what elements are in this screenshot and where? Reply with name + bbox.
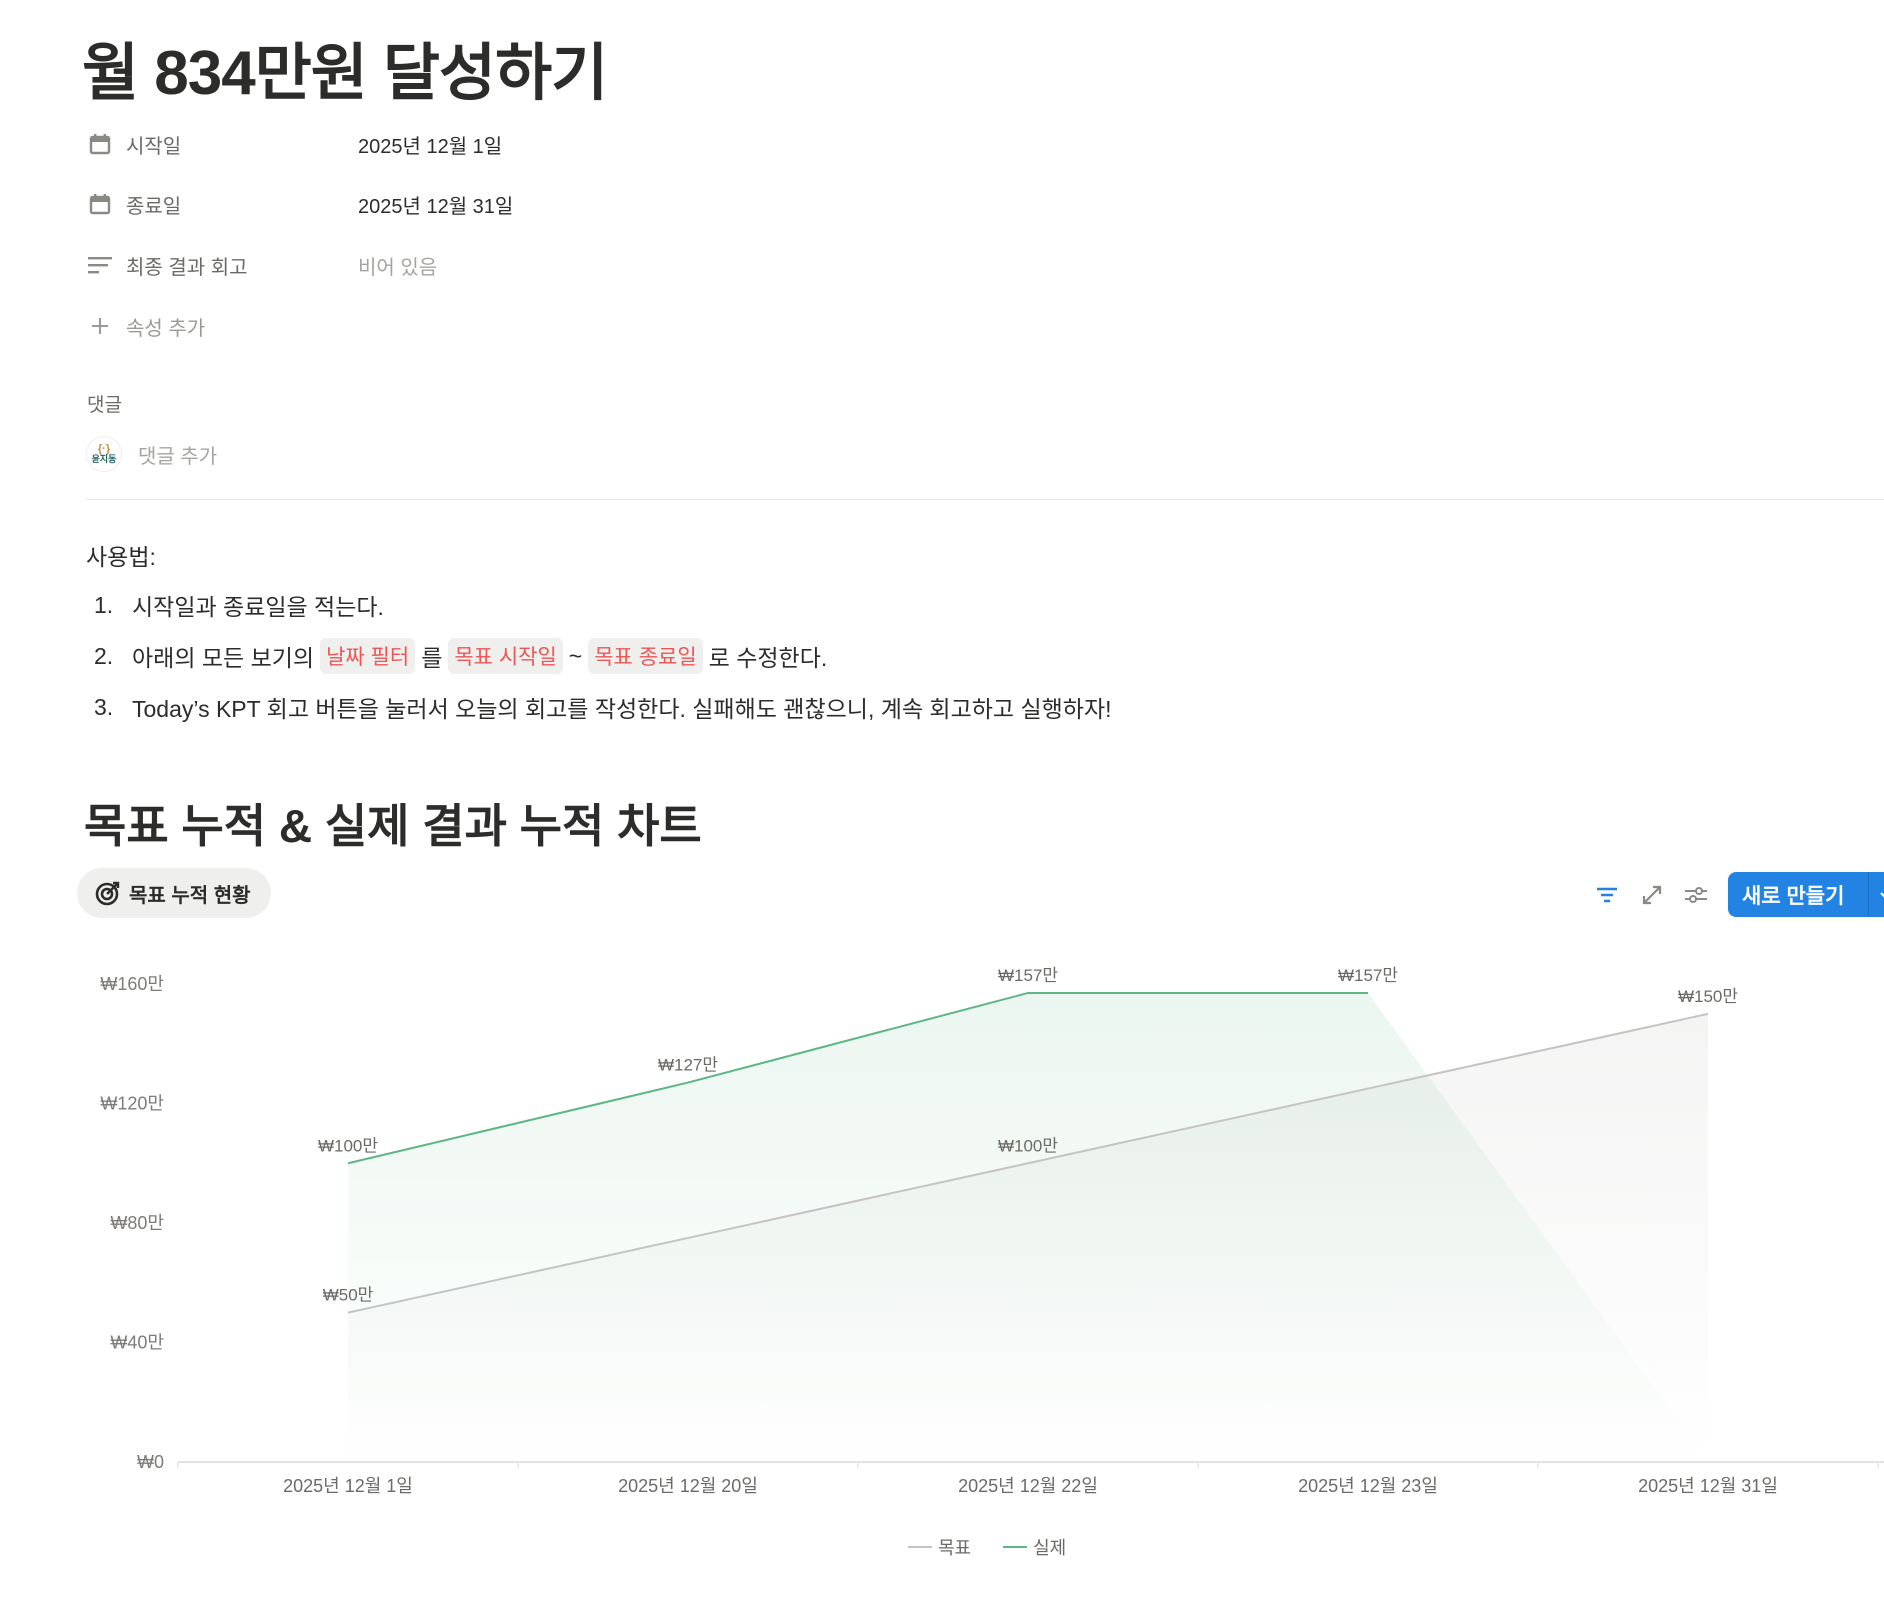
legend-label: 실제 (1033, 1538, 1067, 1558)
section-heading: 목표 누적 & 실제 결과 누적 차트 (84, 800, 702, 852)
property-end-date[interactable]: 종료일 2025년 12월 31일 (86, 184, 513, 224)
list-text: 아래의 모든 보기의 (132, 645, 315, 671)
inline-code: 목표 종료일 (588, 638, 703, 674)
property-value[interactable]: 2025년 12월 1일 (358, 135, 503, 158)
data-label: ₩100만 (998, 1136, 1058, 1155)
property-final-retrospective[interactable]: 최종 결과 회고 비어 있음 (86, 245, 437, 285)
inline-code: 목표 시작일 (448, 638, 563, 674)
x-tick-label: 2025년 12월 22일 (958, 1476, 1098, 1496)
view-tab-label: 목표 누적 현황 (129, 884, 251, 907)
data-label: ₩150만 (1678, 987, 1738, 1006)
new-button[interactable]: 새로 만들기 (1728, 872, 1884, 917)
list-text: ~ (568, 642, 583, 669)
y-tick-label: ₩40만 (110, 1333, 164, 1353)
list-item: 1. 시작일과 종료일을 적는다. (94, 588, 384, 622)
avatar: {·} 윤지동 (86, 436, 122, 472)
property-start-date[interactable]: 시작일 2025년 12월 1일 (86, 124, 502, 164)
x-tick-label: 2025년 12월 23일 (1298, 1476, 1438, 1496)
add-comment-input[interactable]: {·} 윤지동 댓글 추가 (86, 436, 217, 472)
property-value[interactable]: 2025년 12월 31일 (358, 195, 514, 218)
data-label: ₩157만 (1338, 966, 1398, 985)
text-lines-icon (86, 255, 114, 275)
data-label: ₩50만 (323, 1286, 374, 1305)
series-line-0 (347, 1012, 1709, 1314)
y-tick-label: ₩0 (137, 1452, 164, 1472)
list-text: Today’s KPT 회고 버튼을 눌러서 오늘의 회고를 작성한다. 실패해… (132, 696, 1112, 722)
y-tick-label: ₩80만 (110, 1213, 164, 1233)
calendar-icon (86, 193, 114, 215)
new-button-label[interactable]: 새로 만들기 (1742, 884, 1845, 908)
y-tick-label: ₩160만 (100, 974, 164, 994)
legend-label: 목표 (938, 1538, 972, 1558)
x-tick-label: 2025년 12월 20일 (618, 1476, 758, 1496)
plus-icon (86, 317, 114, 335)
filter-icon (1597, 887, 1617, 903)
legend-swatch (1003, 1546, 1028, 1548)
add-comment-placeholder: 댓글 추가 (138, 445, 218, 468)
data-label: ₩157만 (998, 966, 1058, 985)
settings-button[interactable] (1679, 878, 1713, 912)
property-value[interactable]: 비어 있음 (358, 256, 438, 279)
series-area-1 (348, 992, 1708, 1462)
list-text: 시작일과 종료일을 적는다. (132, 594, 384, 620)
property-label: 최종 결과 회고 (126, 256, 248, 279)
usage-heading: 사용법: (86, 544, 156, 570)
list-text: 로 수정한다. (708, 645, 828, 671)
property-label: 종료일 (126, 195, 182, 218)
legend-item-target[interactable]: 목표 (908, 1534, 971, 1560)
legend-item-actual[interactable]: 실제 (1003, 1534, 1066, 1560)
legend-swatch (908, 1546, 932, 1548)
data-label: ₩100만 (318, 1136, 378, 1155)
series-line-1 (347, 991, 1368, 1165)
calendar-icon (86, 133, 114, 155)
add-property-label: 속성 추가 (126, 317, 206, 340)
property-label: 시작일 (126, 135, 182, 158)
expand-button[interactable] (1635, 878, 1669, 912)
x-tick-label: 2025년 12월 31일 (1638, 1476, 1778, 1496)
button-separator (1868, 872, 1869, 917)
comments-label: 댓글 (87, 395, 122, 416)
filter-button[interactable] (1590, 878, 1624, 912)
y-tick-label: ₩120만 (100, 1094, 164, 1114)
sliders-icon (1685, 887, 1707, 903)
divider (86, 499, 1884, 500)
page-title[interactable]: 월 834만원 달성하기 (82, 39, 608, 108)
avatar-logo-text: 윤지동 (91, 454, 117, 464)
list-number: 1. (94, 591, 114, 618)
list-item: 3. Today’s KPT 회고 버튼을 눌러서 오늘의 회고를 작성한다. … (94, 690, 1112, 724)
expand-icon (1642, 885, 1662, 905)
view-tab-goal-cumulative[interactable]: 목표 누적 현황 (77, 868, 271, 918)
line-area-chart: ₩0 ₩40만 ₩80만 ₩120만 ₩160만 2025년 12월 1일 2025년 12… (100, 966, 1884, 1496)
inline-code: 날짜 필터 (320, 638, 416, 674)
list-text: 를 (421, 645, 443, 671)
list-number: 3. (94, 693, 114, 720)
list-item: 2. 아래의 모든 보기의 날짜 필터 를 목표 시작일 ~ 목표 종료일 로 … (94, 638, 827, 674)
chevron-down-icon[interactable] (1869, 883, 1884, 907)
x-tick-label: 2025년 12월 1일 (283, 1476, 413, 1496)
data-label: ₩127만 (658, 1056, 718, 1075)
list-number: 2. (94, 642, 114, 669)
target-icon (95, 881, 120, 906)
add-property-button[interactable]: 속성 추가 (86, 306, 358, 346)
chart-legend: 목표 실제 (908, 1534, 1098, 1560)
